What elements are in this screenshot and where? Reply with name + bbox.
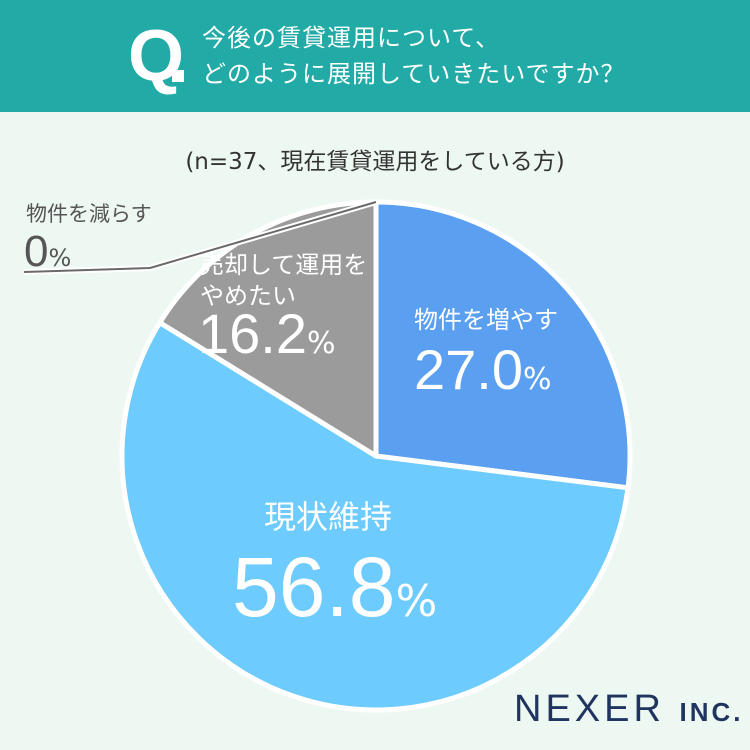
slice-label-maintain: 現状維持 — [264, 492, 392, 538]
decrease-value: 0 — [24, 227, 49, 276]
maintain-name: 現状維持 — [264, 498, 393, 536]
sample-note: (n=37、現在賃貸運用をしている方) — [185, 149, 565, 175]
q-mark: Q — [128, 16, 185, 96]
maintain-value: 56.8 — [232, 540, 396, 634]
question-line-1: 今後の賃貸運用について、 — [202, 24, 501, 52]
question-header: Q 今後の賃貸運用について、 どのように展開していきたいですか？ — [0, 0, 750, 112]
sell-unit: % — [307, 326, 336, 361]
increase-name: 物件を増やす — [414, 306, 558, 334]
slice-value-decrease: 0% — [24, 230, 71, 274]
question-line-2: どのように展開していきたいですか？ — [202, 60, 626, 88]
slice-value-maintain: 56.8% — [232, 545, 437, 629]
decrease-name: 物件を減らす — [26, 202, 152, 226]
increase-value: 27.0 — [414, 338, 523, 401]
slice-label-decrease: 物件を減らす — [26, 198, 152, 228]
brand-suffix: INC. — [679, 697, 744, 727]
brand-name: NEXER — [514, 688, 665, 730]
slice-label-sell: 売却して運用を やめたい — [200, 250, 367, 312]
q-dot — [172, 70, 184, 82]
sell-name-line-1: 売却して運用を — [200, 251, 368, 279]
slice-maintain — [119, 320, 631, 713]
brand-logo: NEXER INC. — [514, 688, 743, 731]
sell-value: 16.2 — [198, 302, 307, 365]
increase-unit: % — [523, 362, 552, 397]
slice-increase — [373, 199, 633, 491]
slice-value-increase: 27.0% — [414, 342, 552, 398]
sell-name-line-2: やめたい — [200, 282, 296, 310]
decrease-unit: % — [48, 244, 72, 272]
question-text: 今後の賃貸運用について、 どのように展開していきたいですか？ — [202, 20, 722, 92]
maintain-unit: % — [395, 576, 438, 627]
slice-label-increase: 物件を増やす — [414, 300, 558, 335]
slice-sell — [157, 199, 379, 459]
decrease-callout-line — [23, 201, 377, 273]
slice-value-sell: 16.2% — [198, 306, 336, 362]
